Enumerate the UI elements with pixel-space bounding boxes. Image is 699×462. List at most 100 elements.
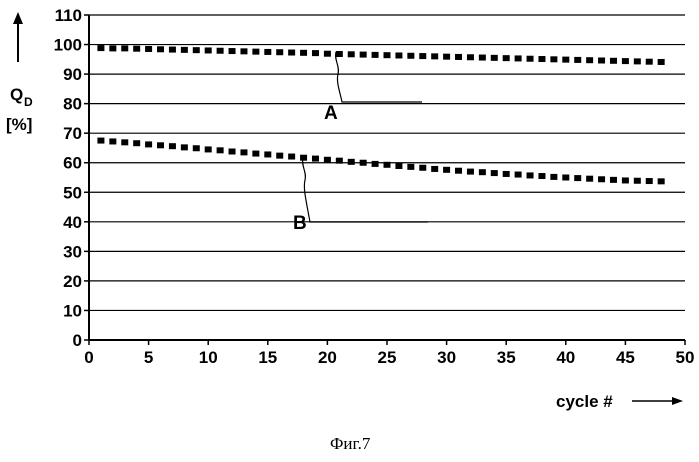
y-tick-labels: 0102030405060708090100110 bbox=[54, 6, 82, 350]
data-point-a bbox=[264, 49, 271, 55]
data-point-b bbox=[491, 170, 498, 176]
data-point-b bbox=[312, 156, 319, 162]
data-point-b bbox=[384, 162, 391, 168]
y-tick-label: 80 bbox=[63, 95, 82, 114]
y-tick-label: 50 bbox=[63, 183, 82, 202]
data-point-b bbox=[598, 176, 605, 182]
data-point-b bbox=[562, 175, 569, 181]
data-point-b bbox=[300, 155, 307, 161]
data-point-a bbox=[395, 52, 402, 58]
x-tick-labels: 05101520253035404550 bbox=[84, 348, 694, 367]
data-point-b bbox=[181, 144, 188, 150]
data-point-a bbox=[205, 47, 212, 53]
x-tick-label: 10 bbox=[199, 348, 218, 367]
data-point-a bbox=[443, 54, 450, 60]
data-point-a bbox=[610, 58, 617, 64]
data-point-a bbox=[515, 55, 522, 61]
data-point-a bbox=[455, 54, 462, 60]
data-point-a bbox=[157, 46, 164, 52]
data-point-a bbox=[419, 53, 426, 59]
data-point-a bbox=[229, 48, 236, 54]
data-point-b bbox=[527, 172, 534, 178]
data-point-a bbox=[503, 55, 510, 61]
data-point-a bbox=[324, 51, 331, 57]
axes bbox=[84, 15, 685, 345]
figure-caption: Фиг.7 bbox=[330, 434, 371, 453]
data-point-b bbox=[324, 157, 331, 163]
y-tick-label: 0 bbox=[73, 331, 82, 350]
data-point-a bbox=[360, 52, 367, 58]
data-point-a bbox=[109, 45, 116, 51]
data-point-b bbox=[205, 146, 212, 152]
data-point-a bbox=[562, 57, 569, 63]
data-point-a bbox=[288, 50, 295, 56]
y-tick-label: 10 bbox=[63, 301, 82, 320]
data-point-b bbox=[586, 176, 593, 182]
data-point-b bbox=[97, 138, 104, 144]
y-tick-label: 30 bbox=[63, 242, 82, 261]
y-axis-label-sub: D bbox=[24, 95, 33, 109]
data-point-a bbox=[384, 52, 391, 58]
data-point-a bbox=[193, 47, 200, 53]
data-point-a bbox=[169, 47, 176, 53]
x-axis-label-text: cycle # bbox=[556, 392, 613, 411]
data-point-b bbox=[503, 171, 510, 177]
y-tick-label: 90 bbox=[63, 65, 82, 84]
data-point-b bbox=[145, 141, 152, 147]
data-point-b bbox=[372, 161, 379, 167]
data-point-a bbox=[181, 47, 188, 53]
data-point-a bbox=[598, 58, 605, 64]
data-point-b bbox=[538, 173, 545, 179]
data-point-a bbox=[574, 57, 581, 63]
data-point-b bbox=[264, 151, 271, 157]
data-point-a bbox=[300, 50, 307, 56]
x-tick-label: 0 bbox=[84, 348, 93, 367]
data-point-a bbox=[217, 48, 224, 54]
data-point-a bbox=[97, 45, 104, 51]
data-point-b bbox=[360, 160, 367, 166]
data-point-b bbox=[169, 143, 176, 149]
data-point-b bbox=[431, 166, 438, 172]
data-point-b bbox=[121, 139, 128, 145]
data-point-a bbox=[431, 53, 438, 59]
data-point-b bbox=[348, 159, 355, 165]
data-point-a bbox=[133, 46, 140, 52]
y-tick-label: 20 bbox=[63, 272, 82, 291]
data-point-a bbox=[121, 45, 128, 51]
x-tick-label: 30 bbox=[437, 348, 456, 367]
y-tick-label: 60 bbox=[63, 154, 82, 173]
data-point-b bbox=[276, 153, 283, 159]
y-axis-arrow-head bbox=[13, 12, 23, 24]
data-point-a bbox=[312, 50, 319, 56]
annotation-a-label: A bbox=[324, 103, 338, 124]
data-point-a bbox=[550, 56, 557, 62]
data-point-a bbox=[491, 55, 498, 61]
y-axis-label: Q D [%] bbox=[6, 12, 33, 134]
y-axis-label-unit: [%] bbox=[6, 115, 32, 134]
data-point-b bbox=[658, 178, 665, 184]
data-point-a bbox=[634, 58, 641, 64]
data-point-b bbox=[455, 168, 462, 174]
x-tick-label: 15 bbox=[258, 348, 277, 367]
data-point-b bbox=[395, 163, 402, 169]
data-point-a bbox=[467, 54, 474, 60]
data-point-b bbox=[515, 172, 522, 178]
data-point-b bbox=[407, 164, 414, 170]
data-point-b bbox=[610, 177, 617, 183]
data-point-b bbox=[217, 147, 224, 153]
data-point-b bbox=[574, 175, 581, 181]
data-point-a bbox=[538, 56, 545, 62]
x-axis-arrow-head bbox=[672, 397, 683, 405]
data-point-a bbox=[348, 51, 355, 57]
x-axis-label: cycle # bbox=[556, 392, 683, 411]
data-point-b bbox=[550, 174, 557, 180]
data-point-a bbox=[145, 46, 152, 52]
annotation-a: A bbox=[324, 52, 422, 124]
data-point-b bbox=[109, 138, 116, 144]
data-point-b bbox=[336, 158, 343, 164]
data-point-b bbox=[157, 142, 164, 148]
data-point-b bbox=[229, 149, 236, 155]
x-tick-label: 35 bbox=[497, 348, 516, 367]
y-tick-label: 110 bbox=[55, 6, 82, 25]
